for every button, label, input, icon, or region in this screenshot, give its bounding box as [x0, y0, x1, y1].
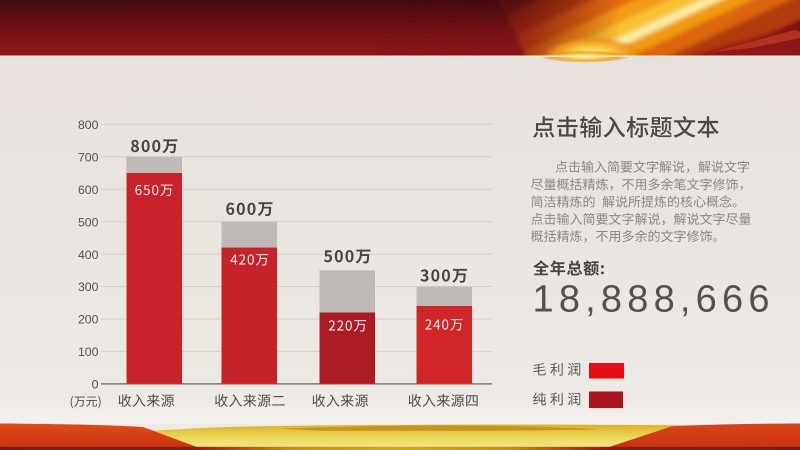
- svg-text:300: 300: [78, 280, 99, 294]
- svg-text:18,888,666: 18,888,666: [533, 279, 775, 321]
- svg-text:200: 200: [78, 313, 99, 327]
- svg-text:600: 600: [78, 183, 99, 197]
- svg-text:400: 400: [78, 248, 99, 262]
- svg-text:500: 500: [78, 215, 99, 229]
- svg-text:100: 100: [78, 345, 99, 359]
- svg-text:0: 0: [92, 378, 99, 392]
- svg-text:800: 800: [78, 118, 99, 132]
- svg-text:700: 700: [78, 150, 99, 164]
